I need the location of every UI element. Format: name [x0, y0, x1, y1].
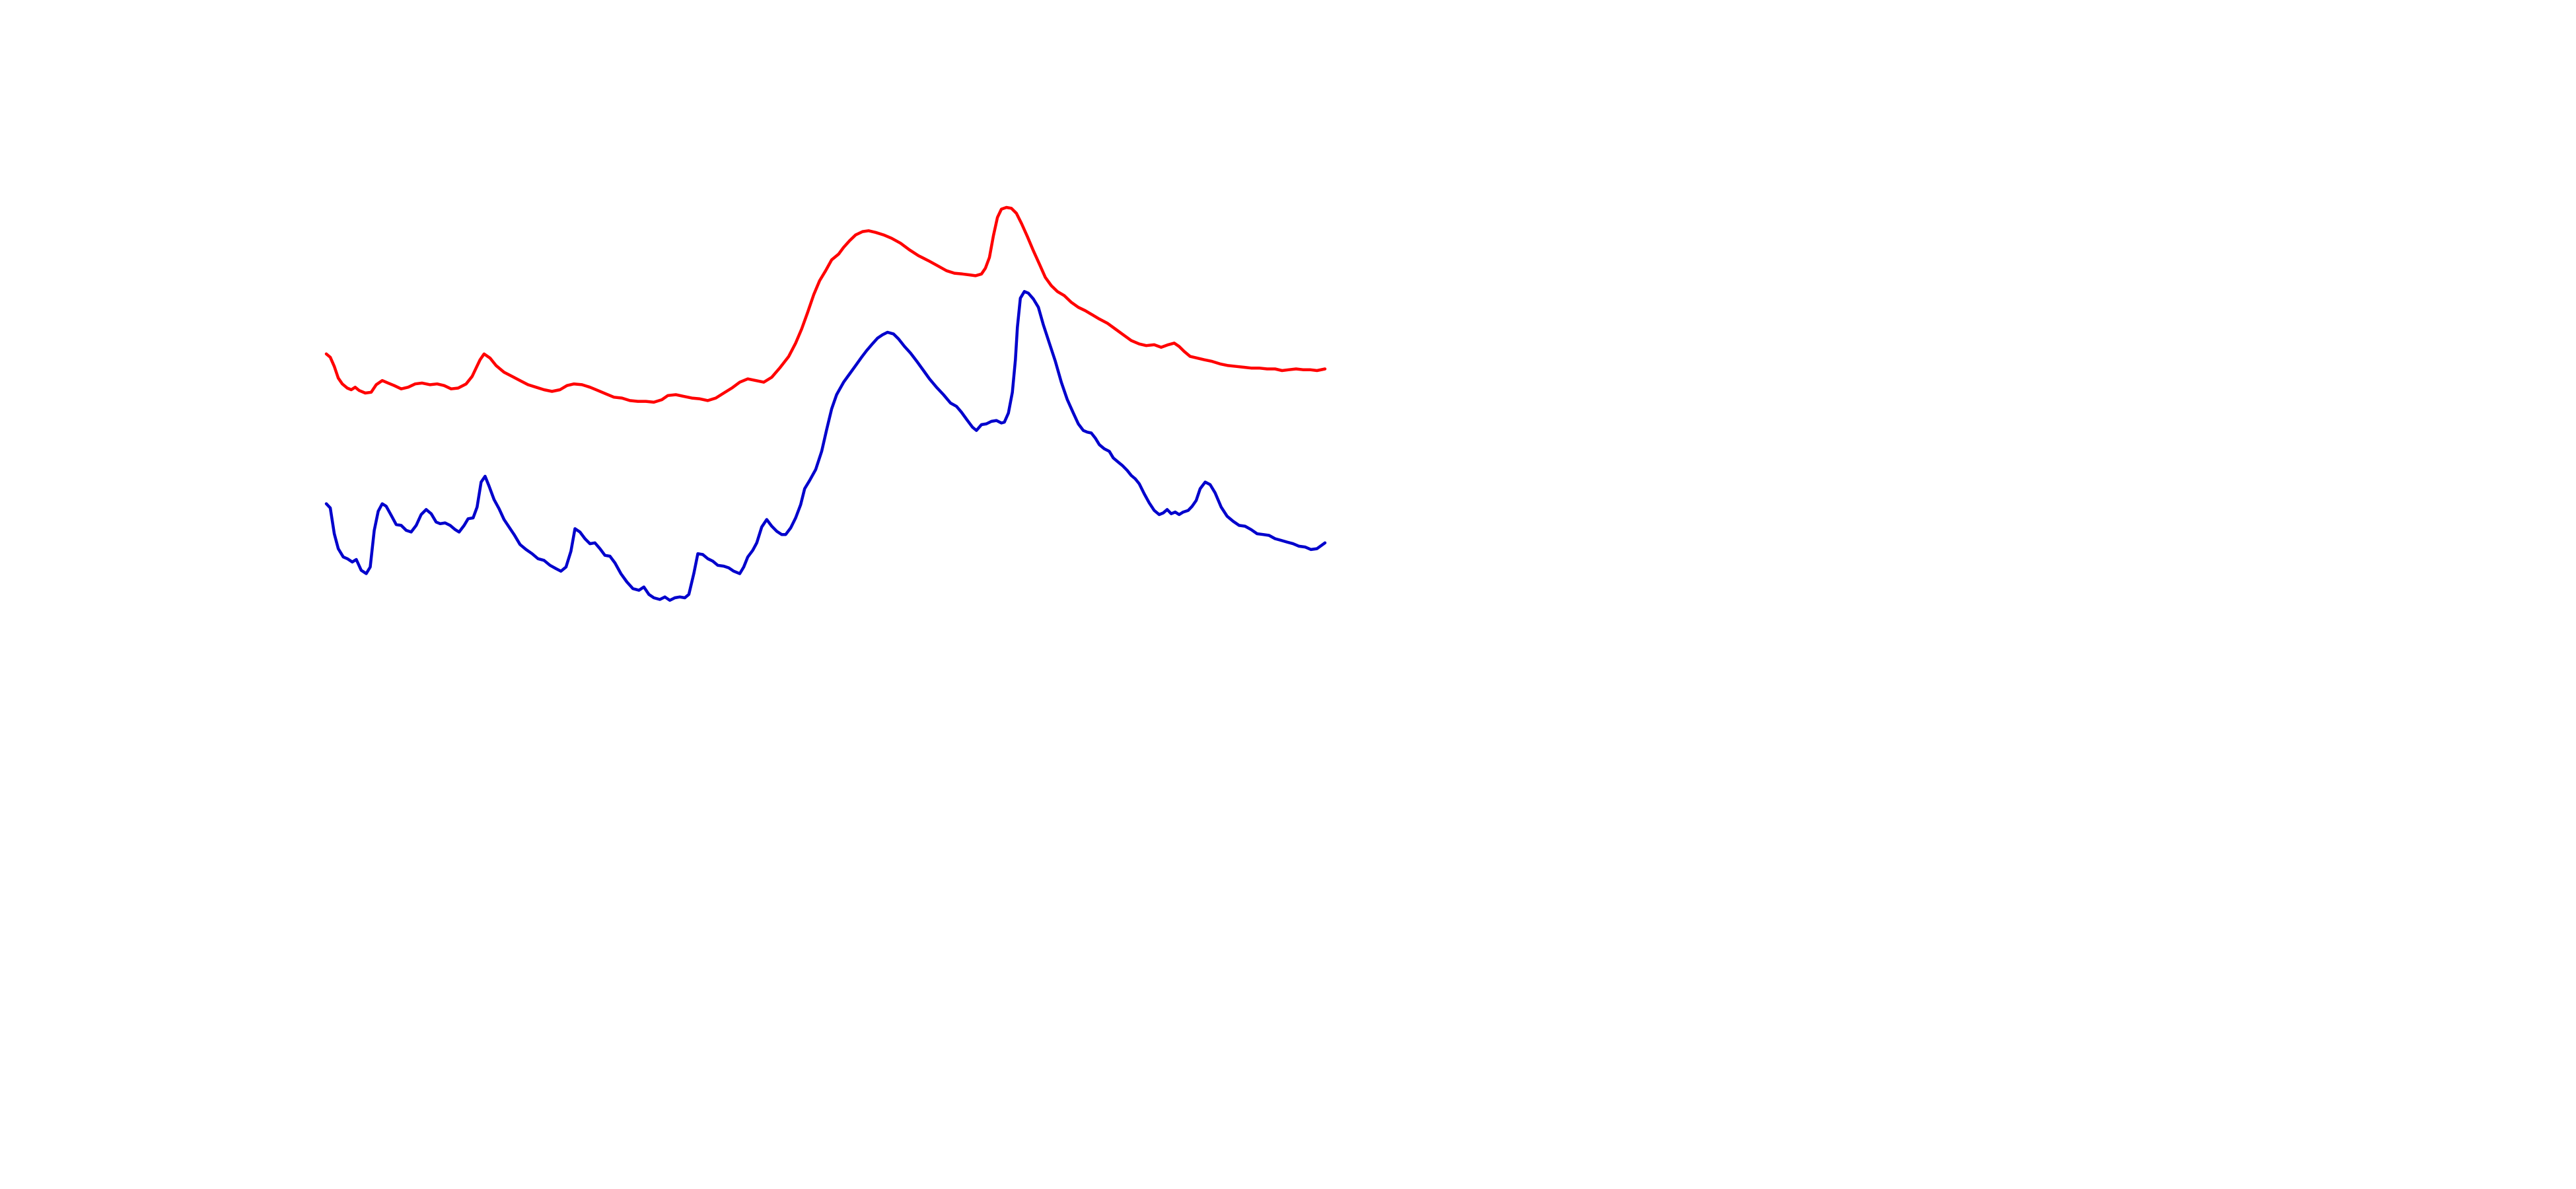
plot-area: [324, 205, 1327, 602]
series-line-2: [324, 290, 1327, 602]
series-line-1: [324, 205, 1327, 404]
